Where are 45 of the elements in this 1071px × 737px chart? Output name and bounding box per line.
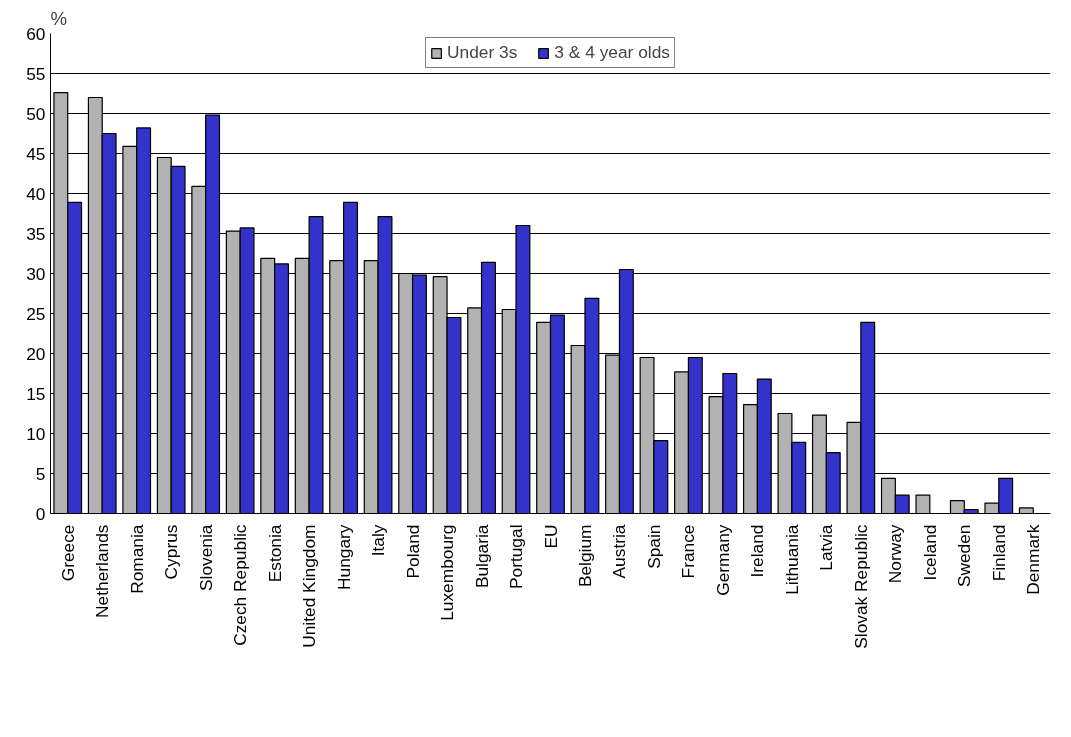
x-tick-label: Netherlands <box>92 524 113 618</box>
x-tick-label: Luxembourg <box>437 524 458 621</box>
y-tick-label: 0 <box>35 503 46 524</box>
x-tick-label: Italy <box>368 524 389 557</box>
x-tick-label: France <box>678 524 699 579</box>
y-axis-title: % <box>50 7 68 29</box>
y-tick-label: 25 <box>26 303 46 324</box>
x-tick-label: United Kingdom <box>299 524 320 648</box>
y-tick-label: 55 <box>26 63 46 84</box>
x-tick-label: Greece <box>57 524 78 582</box>
x-tick-label: Poland <box>402 524 423 579</box>
x-tick-label: Slovenia <box>195 524 216 591</box>
legend-label: 3 & 4 year olds <box>554 42 670 63</box>
x-tick-label: Belgium <box>574 524 595 588</box>
x-tick-label: Lithuania <box>781 524 802 595</box>
x-tick-label: EU <box>540 524 561 549</box>
y-tick-label: 45 <box>26 143 46 164</box>
x-tick-label: Bulgaria <box>471 524 492 589</box>
y-tick-label: 50 <box>26 103 46 124</box>
y-tick-label: 15 <box>26 383 46 404</box>
x-tick-label: Austria <box>609 524 630 579</box>
x-tick-label: Slovak Republic <box>850 524 871 649</box>
x-tick-label: Sweden <box>954 524 975 588</box>
x-tick-label: Cyprus <box>161 524 182 580</box>
x-tick-label: Iceland <box>919 524 940 581</box>
x-tick-label: Estonia <box>264 524 285 583</box>
x-tick-label: Portugal <box>506 524 527 590</box>
x-tick-label: Hungary <box>333 524 354 590</box>
y-tick-label: 40 <box>26 183 46 204</box>
x-tick-label: Denmark <box>1023 524 1044 595</box>
y-tick-label: 20 <box>26 343 46 364</box>
x-tick-label: Finland <box>988 524 1009 582</box>
x-tick-label: Norway <box>885 524 906 584</box>
x-tick-label: Romania <box>126 524 147 594</box>
y-tick-label: 35 <box>26 223 46 244</box>
y-tick-label: 5 <box>35 463 46 484</box>
x-tick-label: Ireland <box>747 524 768 578</box>
x-tick-label: Latvia <box>816 524 837 571</box>
x-tick-label: Germany <box>712 524 733 596</box>
y-tick-label: 60 <box>26 23 46 44</box>
x-tick-label: Czech Republic <box>230 524 251 646</box>
x-tick-label: Spain <box>643 524 664 569</box>
legend-label: Under 3s <box>447 42 518 63</box>
y-tick-label: 10 <box>26 423 46 444</box>
y-tick-label: 30 <box>26 263 46 284</box>
